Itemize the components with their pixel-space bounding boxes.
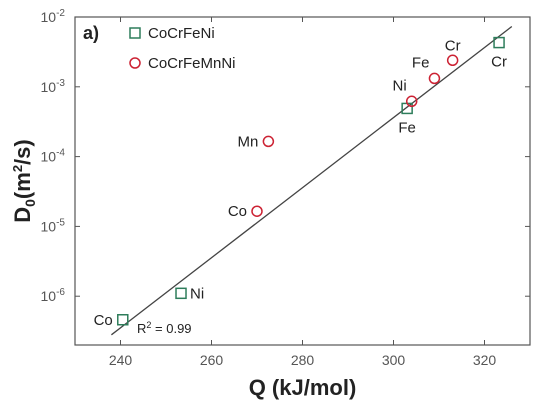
y-axis-title: D0(m2/s) xyxy=(10,139,38,223)
panel-label: a) xyxy=(83,23,99,43)
point-circle-ni xyxy=(405,95,418,108)
fit-line xyxy=(111,26,513,336)
x-tick-label-320: 320 xyxy=(473,352,497,368)
point-label-mn: Mn xyxy=(238,133,259,150)
point-square-ni xyxy=(175,287,187,300)
x-tick-label-260: 260 xyxy=(200,352,224,368)
point-circle-fe xyxy=(428,72,441,85)
x-axis-title: Q (kJ/mol) xyxy=(249,375,357,400)
point-square-cr xyxy=(493,36,505,49)
legend-marker-circle xyxy=(129,57,141,69)
point-square-co xyxy=(117,314,129,326)
point-label-fe: Fe xyxy=(398,119,416,136)
point-circle-cr xyxy=(446,54,459,67)
point-label-ni: Ni xyxy=(190,285,204,302)
y-tick-label: 10-4 xyxy=(41,148,66,165)
x-tick-label-240: 240 xyxy=(109,352,133,368)
y-tick-label: 10-2 xyxy=(41,8,66,25)
r-squared-annotation: R2 = 0.99 xyxy=(137,320,192,336)
legend-label: CoCrFeNi xyxy=(148,25,215,42)
point-label-cr: Cr xyxy=(491,54,507,71)
point-label-fe: Fe xyxy=(412,54,430,71)
point-label-ni: Ni xyxy=(393,77,407,94)
point-label-co: Co xyxy=(228,203,247,220)
point-label-cr: Cr xyxy=(445,37,461,54)
point-circle-co xyxy=(251,205,263,217)
x-tick-label-300: 300 xyxy=(382,352,406,368)
legend-marker-square xyxy=(129,27,141,39)
point-circle-mn xyxy=(262,135,275,148)
y-tick-label: 10-6 xyxy=(41,287,66,304)
y-tick-label: 10-3 xyxy=(41,78,66,95)
legend-label: CoCrFeMnNi xyxy=(148,55,236,72)
plot-frame xyxy=(74,16,531,346)
point-label-co: Co xyxy=(94,312,113,329)
x-tick-label-280: 280 xyxy=(291,352,315,368)
y-tick-label: 10-5 xyxy=(41,217,66,234)
